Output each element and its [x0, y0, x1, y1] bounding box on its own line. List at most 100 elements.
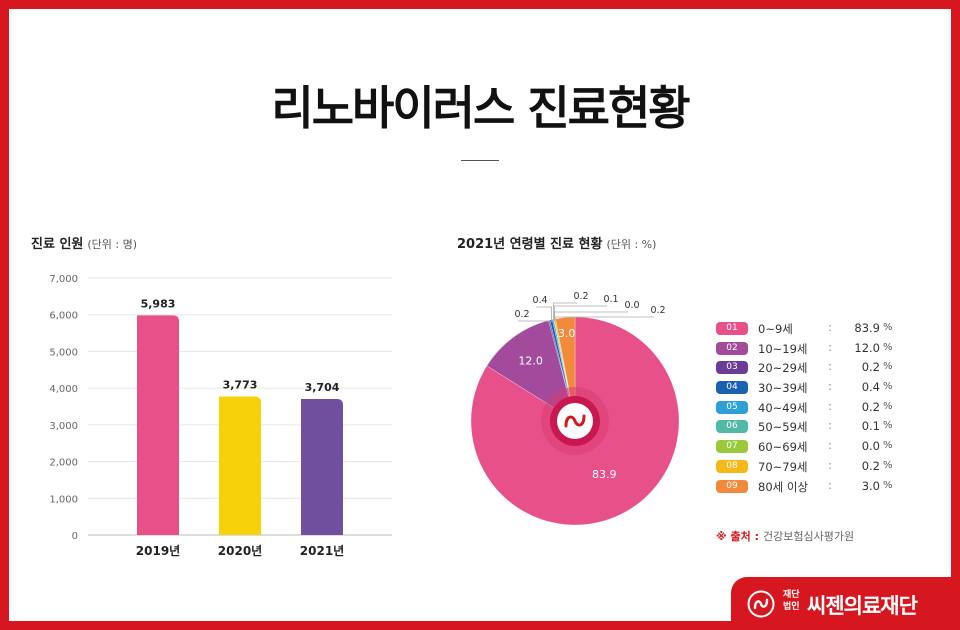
- bar-value-label: 3,704: [305, 381, 340, 394]
- legend-value: 0.2: [861, 458, 880, 473]
- brand-small-text: 재단 법인: [783, 589, 805, 613]
- legend-colon: :: [828, 320, 832, 334]
- pie-center-logo-icon: [564, 414, 586, 428]
- legend-row: 03 20~29세: 0.2%: [716, 359, 906, 379]
- bar-ytick-label: 1,000: [49, 494, 78, 505]
- legend-unit: %: [883, 361, 893, 373]
- legend-value: 0.1: [861, 419, 880, 434]
- legend-row: 07 60~69세: 0.0%: [716, 438, 906, 458]
- pie-chart-title: 2021년 연령별 진료 현황 (단위 : %): [457, 233, 656, 252]
- bar-chart-unit: (단위 : 명): [87, 238, 138, 251]
- legend-colon: :: [828, 339, 832, 354]
- bar-ytick-label: 3,000: [49, 421, 78, 432]
- legend-unit: %: [883, 400, 893, 412]
- legend-colon: :: [828, 438, 832, 453]
- bar-ytick-label: 5,000: [49, 347, 78, 358]
- brand-logo-icon: [747, 590, 775, 618]
- legend-badge: 05: [716, 400, 748, 414]
- legend-badge: 01: [716, 322, 748, 335]
- pie-leader-line: [536, 306, 552, 322]
- bar-2: [219, 396, 261, 535]
- legend-row: 08 70~79세: 0.2%: [716, 458, 906, 478]
- legend-label: 20~29세: [758, 361, 808, 376]
- bar-chart: 0 1,000 2,000 3,000 4,000 5,000 6,000 7,000 5,98…: [49, 274, 392, 558]
- pie-value-label: 3.0: [558, 327, 576, 340]
- legend-colon: :: [828, 457, 832, 472]
- bar-ytick-label: 4,000: [49, 384, 78, 395]
- bar-ytick-label: 2,000: [49, 458, 78, 469]
- bar-category-label: 2021년: [300, 544, 344, 558]
- pie-leader-line: [552, 302, 577, 322]
- legend-badge: 02: [716, 341, 748, 355]
- bar-3: [301, 399, 343, 535]
- bar-chart-title: 진료 인원 (단위 : 명): [31, 233, 137, 252]
- pie-value-label: 0.2: [514, 309, 529, 320]
- page-title: 리노바이러스 진료현황: [271, 81, 690, 135]
- legend-value: 12.0: [854, 340, 880, 355]
- legend-label: 40~49세: [758, 400, 808, 415]
- bar-ytick-label: 0: [72, 531, 78, 542]
- bar-category-label: 2020년: [218, 544, 262, 558]
- legend-unit: %: [883, 420, 893, 432]
- bar-category-label: 2019년: [136, 544, 180, 558]
- pie-chart-unit: (단위 : %): [606, 238, 657, 251]
- brand-small-label: 재단 법인: [783, 590, 800, 612]
- brand-badge: 재단 법인 씨젠의료재단: [731, 577, 951, 630]
- legend-colon: :: [828, 398, 832, 413]
- legend-label: 80세 이상: [758, 479, 809, 494]
- legend-unit: %: [883, 459, 893, 471]
- legend-unit: %: [883, 479, 893, 491]
- bar-1: [137, 315, 179, 535]
- legend-value: 0.0: [861, 439, 880, 454]
- legend-colon: :: [828, 477, 832, 492]
- pie-value-label: 0.1: [603, 294, 618, 305]
- pie-value-label: 0.2: [650, 305, 665, 316]
- bar-value-label: 3,773: [223, 378, 258, 391]
- legend-label: 50~59세: [758, 420, 808, 435]
- legend-value: 83.9: [854, 321, 880, 335]
- source-text: 건강보험심사평가원: [763, 530, 855, 543]
- legend-row: 02 10~19세: 12.0%: [716, 340, 906, 360]
- legend-unit: %: [883, 322, 893, 333]
- pie-value-label: 0.2: [573, 291, 588, 302]
- legend-label: 60~69세: [758, 440, 808, 455]
- legend-unit: %: [883, 341, 893, 353]
- legend-row: 06 50~59세: 0.1%: [716, 418, 906, 438]
- legend-label: 70~79세: [758, 459, 808, 474]
- legend-row: 05 40~49세: 0.2%: [716, 399, 906, 419]
- legend-colon: :: [828, 379, 832, 394]
- source-note: ※ 출처 : 건강보험심사평가원: [716, 528, 854, 544]
- pie-legend: 01 0~9세:83.9% 02 10~19세:12.0% 03 20~29세:0.2% 0…: [716, 320, 906, 497]
- pie-value-label: 0.4: [532, 295, 547, 306]
- source-label: ※ 출처 :: [716, 530, 759, 543]
- bar-ytick-label: 6,000: [49, 311, 78, 322]
- bar-ytick-label: 7,000: [49, 274, 78, 285]
- legend-badge: 04: [716, 381, 748, 395]
- pie-leader-line: [518, 320, 551, 323]
- pie-chart-title-text: 2021년 연령별 진료 현황: [457, 237, 603, 252]
- legend-row: 04 30~39세: 0.4%: [716, 379, 906, 399]
- title-divider: [461, 160, 499, 161]
- legend-unit: %: [883, 381, 893, 393]
- bar-value-label: 5,983: [141, 297, 176, 310]
- pie-leader-line: [554, 311, 628, 322]
- pie-value-label: 0.0: [624, 300, 639, 311]
- pie-value-label: 83.9: [592, 468, 617, 481]
- pie-value-label: 12.0: [518, 355, 543, 368]
- legend-row: 09 80세 이상: 3.0%: [716, 478, 906, 498]
- legend-unit: %: [883, 440, 893, 452]
- legend-label: 30~39세: [758, 381, 808, 396]
- legend-badge: 03: [716, 361, 748, 375]
- legend-value: 0.4: [861, 380, 880, 395]
- legend-colon: :: [828, 418, 832, 433]
- brand-name: 씨젠의료재단: [807, 594, 918, 618]
- legend-label: 0~9세: [758, 322, 793, 336]
- legend-badge: 07: [716, 440, 748, 454]
- legend-label: 10~19세: [758, 341, 808, 356]
- legend-value: 0.2: [861, 399, 880, 414]
- pie-chart: 83.912.03.00.20.4 0.2 0.10.0 0.2: [470, 291, 680, 526]
- pie-leader-line: [554, 316, 654, 321]
- legend-value: 0.2: [861, 360, 880, 375]
- legend-colon: :: [828, 359, 832, 374]
- bar-chart-title-text: 진료 인원: [31, 237, 84, 252]
